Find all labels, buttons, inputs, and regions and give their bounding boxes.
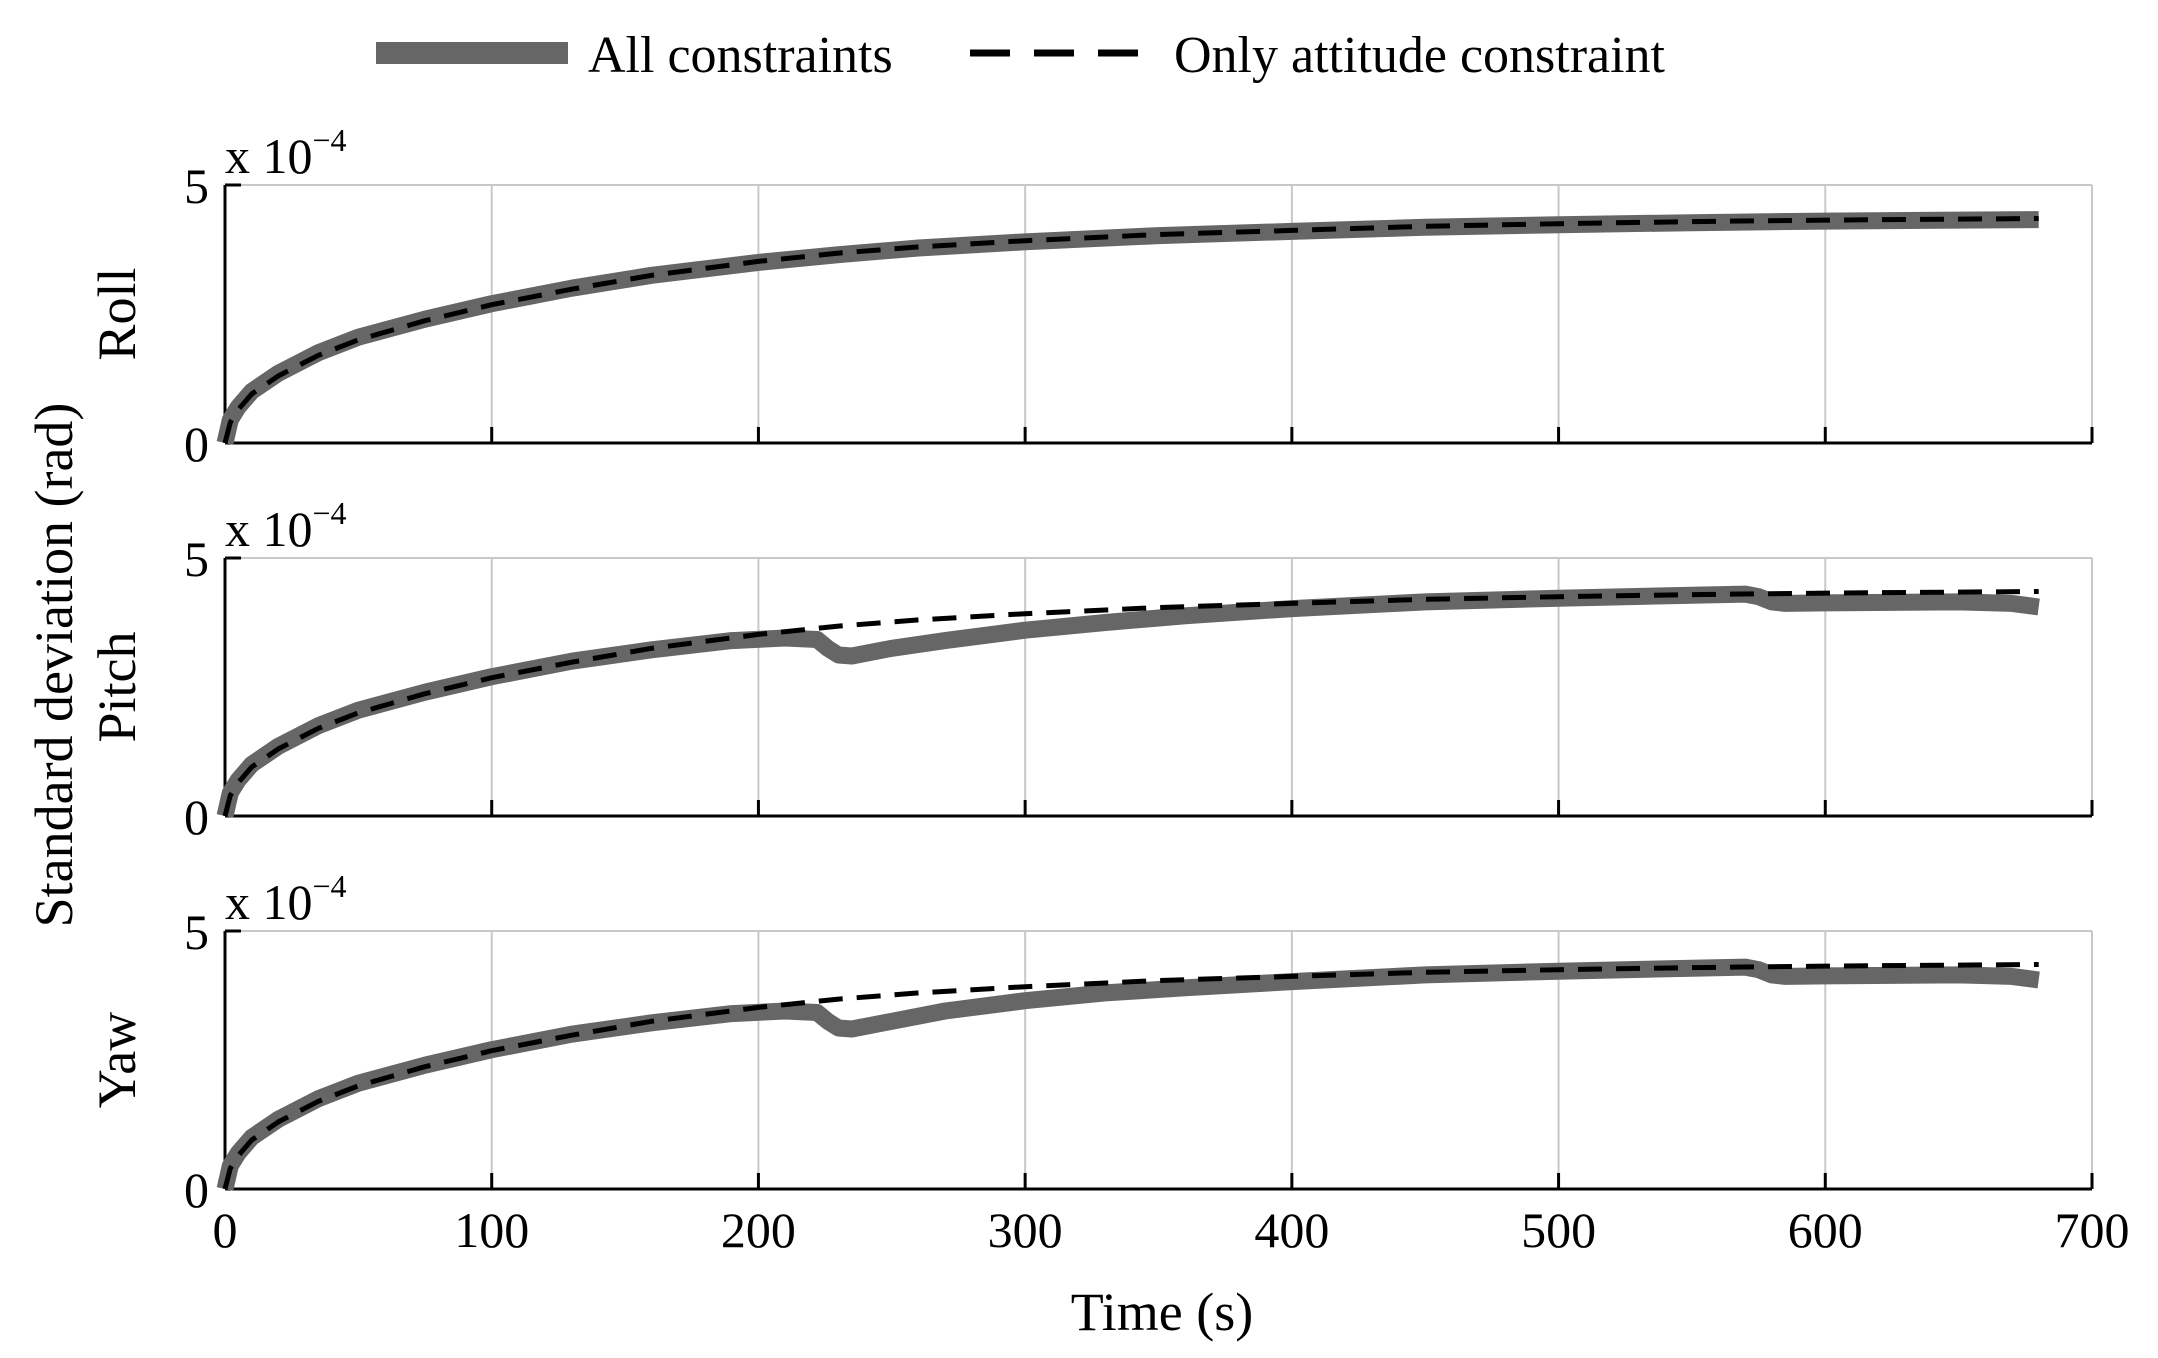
x-axis-label: Time (s) xyxy=(1071,1282,1254,1342)
series-only-attitude-constraint xyxy=(222,962,2039,1190)
x-tick-label: 200 xyxy=(721,1202,796,1258)
roll-panel: 0 5 x 10−4 Roll xyxy=(87,122,2094,472)
y-tick-label: 5 xyxy=(184,531,209,587)
x-tick-label: 300 xyxy=(988,1202,1063,1258)
y-scale-factor: x 10−4 xyxy=(225,122,347,184)
panel-y-label: Yaw xyxy=(87,1012,147,1109)
series-all-constraints xyxy=(216,211,2039,445)
y-tick-label: 0 xyxy=(184,416,209,472)
panel-y-label: Pitch xyxy=(87,631,147,742)
legend-label-all-constraints: All constraints xyxy=(588,27,893,84)
y-tick-label: 5 xyxy=(184,158,209,214)
series-only-attitude-constraint xyxy=(222,216,2039,444)
x-tick-label: 400 xyxy=(1254,1202,1329,1258)
x-tick-label: 500 xyxy=(1521,1202,1596,1258)
y-tick-label: 0 xyxy=(184,789,209,845)
x-tick-label: 0 xyxy=(213,1202,238,1258)
panel-y-label: Roll xyxy=(87,267,147,360)
y-scale-factor: x 10−4 xyxy=(225,495,347,557)
legend-label-only-attitude: Only attitude constraint xyxy=(1174,27,1666,84)
series-only-attitude-constraint xyxy=(222,589,2039,817)
y-tick-label: 5 xyxy=(184,904,209,960)
pitch-panel: 0 5 x 10−4 Pitch xyxy=(87,495,2094,845)
series-all-constraints xyxy=(216,958,2040,1191)
series-all-constraints xyxy=(216,585,2040,818)
legend: All constraints Only attitude constraint xyxy=(376,27,1666,84)
y-axis-label: Standard deviation (rad) xyxy=(24,403,84,928)
x-tick-label: 600 xyxy=(1788,1202,1863,1258)
y-tick-label: 0 xyxy=(184,1162,209,1218)
y-scale-factor: x 10−4 xyxy=(225,868,347,930)
yaw-panel: 0 100 200 300 400 500 600 700 0 5 x 10−4 Yaw xyxy=(87,868,2130,1258)
x-tick-label: 100 xyxy=(454,1202,529,1258)
x-tick-label: 700 xyxy=(2055,1202,2130,1258)
